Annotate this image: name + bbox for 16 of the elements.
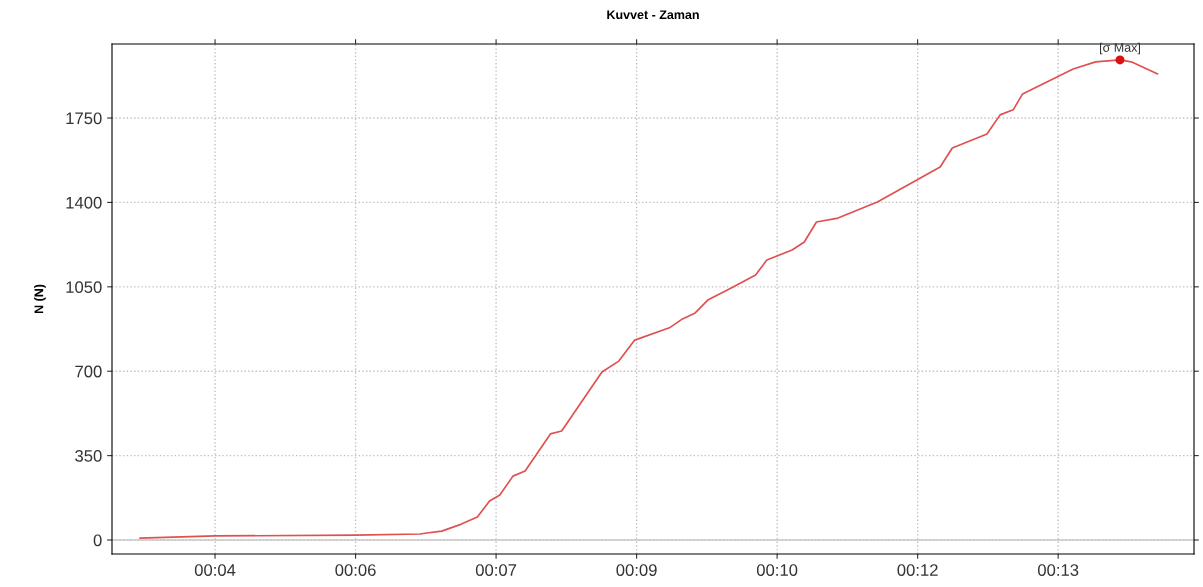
y-axis-title: N (N) (34, 284, 46, 314)
x-tick-label: 00:12 (897, 564, 938, 576)
y-tick-label: 350 (75, 450, 102, 462)
x-tick-label: 00:07 (475, 564, 517, 576)
x-tick-label: 00:06 (335, 564, 376, 576)
x-tick-label: 00:13 (1037, 564, 1079, 576)
y-tick-label: 1400 (66, 196, 102, 209)
y-tick-label: 1050 (66, 281, 102, 294)
annotation: [σ Max] (1100, 42, 1140, 55)
chart-title: Kuvvet - Zaman (607, 10, 699, 20)
x-tick-label: 00:04 (194, 564, 236, 576)
x-tick-label: 00:10 (756, 564, 798, 576)
y-tick-label: 1750 (66, 112, 102, 125)
x-tick-label: 00:09 (616, 564, 657, 576)
y-tick-label: 0 (93, 534, 102, 547)
y-tick-label: 700 (75, 365, 102, 378)
